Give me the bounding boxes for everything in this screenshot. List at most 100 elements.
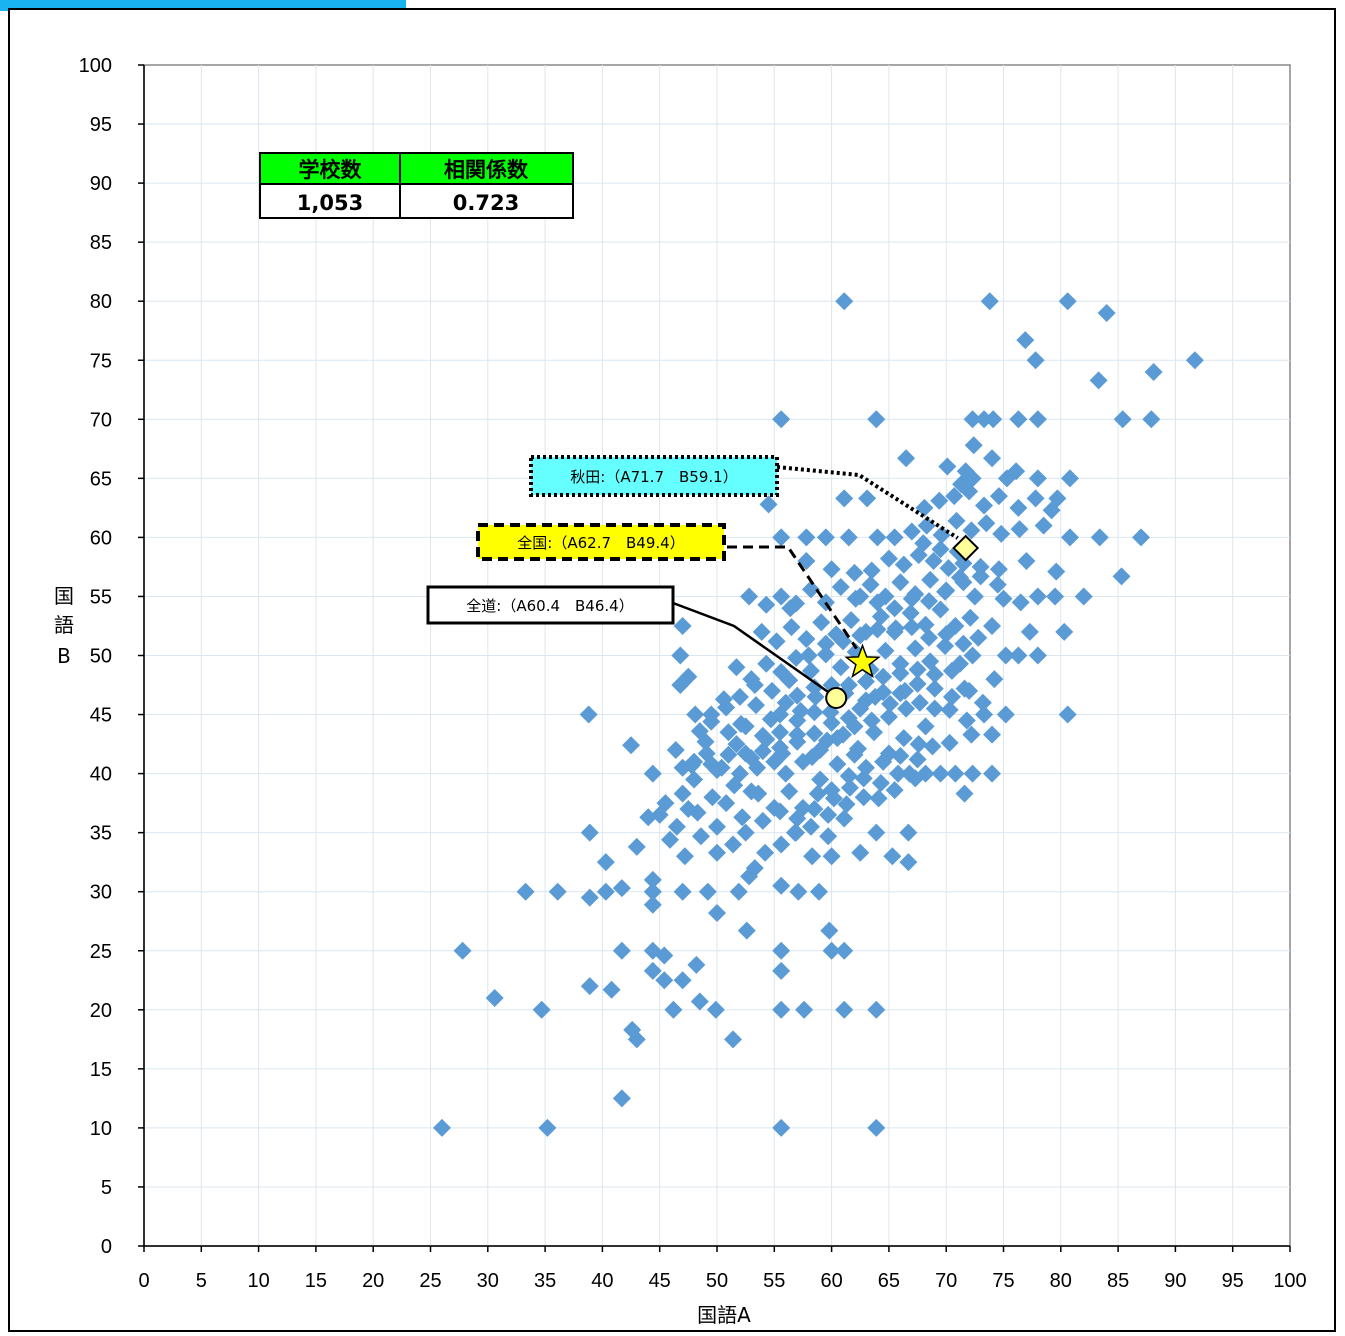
scatter-point [667, 817, 686, 836]
scatter-point [1042, 501, 1061, 520]
scatter-point [867, 1000, 886, 1019]
scatter-point [673, 758, 692, 777]
scatter-point [955, 784, 974, 803]
scatter-point [679, 800, 698, 819]
scatter-point [772, 1000, 791, 1019]
scatter-point [725, 776, 744, 795]
scatter-point [899, 853, 918, 872]
y-tick-label: 85 [90, 232, 112, 254]
scatter-point [643, 870, 662, 889]
callout-zenkoku: 全国:（A62.7 B49.4） [476, 523, 726, 561]
y-tick-label: 35 [90, 823, 112, 845]
callout-akita-box [529, 455, 779, 497]
scatter-point [822, 713, 841, 732]
scatter-point [708, 817, 726, 836]
scatter-point [812, 613, 831, 632]
y-tick-label: 90 [90, 173, 112, 195]
scatter-point [977, 514, 996, 533]
scatter-point [925, 679, 944, 698]
scatter-point [962, 521, 981, 540]
stats-header-school-count: 学校数 [299, 158, 363, 182]
scatter-point [819, 827, 838, 846]
scatter-point [885, 622, 904, 641]
x-tick-label: 95 [1222, 1270, 1244, 1292]
scatter-point [788, 809, 807, 828]
scatter-point [831, 658, 850, 677]
scatter-point [988, 575, 1007, 594]
scatter-point [661, 830, 680, 849]
stats-value-cell-2 [399, 183, 574, 219]
scatter-point [690, 722, 709, 741]
scatter-point [797, 528, 816, 547]
scatter-point [854, 788, 873, 807]
scatter-point [772, 835, 791, 854]
scatter-point [971, 567, 990, 586]
scatter-point [923, 737, 942, 756]
scatter-point [1028, 587, 1047, 606]
stats-header-cell-2 [399, 152, 574, 185]
callout-akita-label: 秋田:（A71.7 B59.1） [570, 468, 737, 486]
scatter-point [795, 1000, 814, 1019]
scatter-point [690, 992, 709, 1011]
scatter-point [835, 489, 854, 508]
callout-leaders [672, 465, 959, 694]
leader-zendo [672, 601, 829, 694]
scatter-point [861, 575, 880, 594]
scatter-point [940, 700, 959, 719]
scatter-point [1026, 351, 1045, 370]
scatter-point [686, 705, 705, 724]
scatter-point [1046, 587, 1065, 606]
scatter-point [771, 738, 790, 757]
scatter-point [679, 667, 698, 686]
scatter-point [1132, 528, 1151, 547]
scatter-point [820, 921, 839, 940]
scatter-point [954, 634, 973, 653]
scatter-point [788, 686, 807, 705]
scatter-point [708, 843, 726, 862]
x-tick-label: 35 [534, 1270, 556, 1292]
scatter-point [1011, 593, 1030, 612]
scatter-point [940, 733, 959, 752]
scatter-point [772, 876, 791, 895]
scatter-point [1074, 587, 1093, 606]
scatter-point [980, 292, 999, 311]
scatter-point [996, 705, 1015, 724]
scatter-point [910, 693, 929, 712]
scatter-point [799, 646, 818, 665]
scatter-point [1060, 469, 1079, 488]
scatter-point [612, 1089, 631, 1108]
scatter-point [1028, 646, 1047, 665]
leader-zenkoku [727, 545, 858, 650]
scatter-point [828, 729, 847, 748]
y-tick-label: 20 [90, 1000, 112, 1022]
x-tick-label: 5 [196, 1270, 207, 1292]
scatter-point [801, 580, 820, 599]
scatter-point [811, 770, 830, 789]
stats-value-correlation: 0.723 [453, 191, 519, 215]
stats-value-school-count: 1,053 [297, 191, 363, 215]
scatter-point [737, 921, 756, 940]
scatter-point [538, 1118, 557, 1137]
scatter-point [579, 705, 598, 724]
scatter-point [902, 522, 921, 541]
scatter-point [871, 774, 890, 793]
scatter-point [891, 573, 910, 592]
scatter-point [673, 882, 692, 901]
x-tick-label: 30 [477, 1270, 499, 1292]
scatter-point [916, 717, 935, 736]
scatter-point [1185, 351, 1204, 370]
scatter-point [780, 671, 799, 690]
scatter-point [643, 882, 662, 901]
x-tick-label: 40 [591, 1270, 613, 1292]
scatter-point [969, 628, 988, 647]
scatter-point [596, 853, 615, 872]
scatter-point [757, 595, 776, 614]
akita-diamond-marker [952, 534, 980, 562]
x-tick-label: 45 [649, 1270, 671, 1292]
scatter-point [1144, 363, 1163, 382]
scatter-point [984, 410, 1003, 429]
scatter-point [835, 941, 854, 960]
scatter-point [931, 540, 950, 559]
scatter-point [805, 724, 824, 743]
scatter-point [845, 745, 864, 764]
